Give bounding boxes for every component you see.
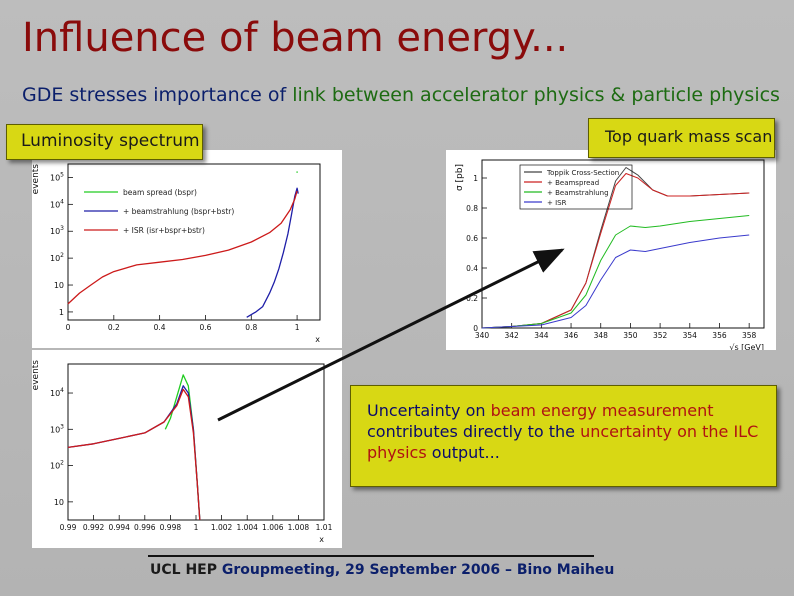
luminosity-spectrum-svg: 0 0.2 0.4 0.6 0.8 1105104103102101eventsxbeam… <box>31 163 321 344</box>
unc-t4: uncertainty on the <box>580 422 729 441</box>
x-tick-label: 340 <box>475 331 490 340</box>
x-tick-label: 1.004 <box>236 523 258 532</box>
x-tick-label: 354 <box>683 331 698 340</box>
plot-frame <box>67 163 321 321</box>
legend-label-2: + ISR (isr+bspr+bstr) <box>123 226 205 235</box>
top-mass-scan-plot: 340 342 344 346 348 350 352 354 356 358 0 0.2 0.4 0.6… <box>446 150 776 352</box>
y-tick-label: 105 <box>50 171 64 182</box>
plot-frame <box>481 159 765 329</box>
x-tick-label: 0.99 <box>60 523 77 532</box>
y-tick-label: 104 <box>50 198 64 209</box>
x-tick-label: 350 <box>623 331 638 340</box>
x-tick-label: 1.002 <box>211 523 233 532</box>
x-tick-label: 348 <box>594 331 609 340</box>
y-axis-label: σ [pb] <box>455 164 465 191</box>
x-tick-label: 0.996 <box>134 523 156 532</box>
unc-t1: Uncertainty on <box>367 401 491 420</box>
x-tick-label: 0.992 <box>83 523 105 532</box>
slide-title: Influence of beam energy... <box>22 15 569 61</box>
luminosity-label: Luminosity spectrum <box>21 131 200 151</box>
uncertainty-text: Uncertainty on beam energy measurement c… <box>367 400 767 463</box>
slide-subtitle: GDE stresses importance of link between … <box>22 84 780 106</box>
x-tick-label: 1.006 <box>262 523 284 532</box>
footer-org: UCL HEP <box>150 562 217 578</box>
x-tick-label: 1.01 <box>316 523 333 532</box>
series-line-1 <box>246 187 299 318</box>
y-tick-label: 0.6 <box>466 234 478 243</box>
x-tick-label: 346 <box>564 331 579 340</box>
y-tick-label: 0.2 <box>466 294 478 303</box>
legend-label-0: Toppik Cross-Section <box>546 169 619 177</box>
y-tick-label: 10 <box>54 281 64 290</box>
x-tick-label: 1.008 <box>288 523 310 532</box>
top-mass-label: Top quark mass scan <box>605 127 773 146</box>
legend-label-3: + ISR <box>547 199 567 207</box>
unc-t6: output... <box>426 443 500 462</box>
x-tick-label: 0.6 <box>199 323 211 332</box>
subtitle-part-a: GDE stresses importance of <box>22 84 293 106</box>
unc-t5: ILC physics <box>367 422 759 462</box>
top-mass-label-box: Top quark mass scan <box>588 118 775 158</box>
y-tick-label: 102 <box>50 252 64 263</box>
luminosity-peak-svg: 0.99 0.992 0.994 0.996 0.998 1 1.002 1.004 1.006… <box>31 360 333 544</box>
x-tick-label: 1 <box>295 323 300 332</box>
unc-t3: contributes directly to the <box>367 422 581 441</box>
series-line-3 <box>481 234 750 329</box>
footer-text: UCL HEP Groupmeeting, 29 September 2006 … <box>150 562 614 578</box>
x-axis-label: x <box>315 335 320 344</box>
series-line-2 <box>67 388 201 521</box>
x-tick-label: 1 <box>194 523 199 532</box>
uncertainty-box: Uncertainty on beam energy measurement c… <box>350 385 777 487</box>
y-tick-label: 103 <box>50 423 64 434</box>
legend-frame <box>519 164 633 210</box>
y-tick-label: 0.8 <box>466 204 478 213</box>
luminosity-label-box: Luminosity spectrum <box>6 124 203 160</box>
subtitle-part-b: link between accelerator physics & parti… <box>292 84 780 106</box>
y-tick-label: 104 <box>50 387 64 398</box>
legend-label-0: beam spread (bspr) <box>123 188 197 197</box>
legend-label-1: + beamstrahlung (bspr+bstr) <box>123 207 234 216</box>
legend-label-1: + Beamspread <box>547 179 599 187</box>
luminosity-spectrum-plot: 0 0.2 0.4 0.6 0.8 1 105 104 103 102 10 1 events x beam… <box>31 150 342 348</box>
x-tick-label: 356 <box>712 331 727 340</box>
x-tick-label: 344 <box>534 331 549 340</box>
y-axis-label: events <box>32 164 41 195</box>
top-mass-scan-svg: 340 342 344 346 348 350 352 354 356 358 0 0.2 0.4 0.6… <box>455 159 765 352</box>
x-tick-label: 0 <box>66 323 71 332</box>
y-tick-label: 0 <box>473 324 478 333</box>
y-tick-label: 1 <box>59 308 64 317</box>
x-tick-label: 352 <box>653 331 668 340</box>
x-tick-label: 0.998 <box>160 523 182 532</box>
x-tick-label: 342 <box>505 331 520 340</box>
footer-rule <box>148 555 594 557</box>
arrow-line <box>217 248 565 422</box>
x-tick-label: 0.994 <box>108 523 130 532</box>
x-tick-label: 358 <box>742 331 757 340</box>
x-tick-label: 0.8 <box>245 323 257 332</box>
series-line-2 <box>67 190 298 305</box>
x-tick-label: 0.4 <box>154 323 166 332</box>
footer-event: Groupmeeting, 29 September 2006 – Bino M… <box>216 562 615 578</box>
unc-t2: beam energy measurement <box>490 401 714 420</box>
x-tick-label: 0.2 <box>108 323 120 332</box>
y-tick-label: 102 <box>50 460 64 471</box>
y-axis-label: events <box>32 360 41 391</box>
x-axis-label: √s [GeV] <box>729 343 764 350</box>
series-line-2 <box>481 215 750 329</box>
x-axis-label: x <box>319 535 324 544</box>
legend-label-2: + Beamstrahlung <box>547 189 609 197</box>
y-tick-label: 1 <box>473 174 478 183</box>
y-tick-label: 10 <box>54 498 64 507</box>
y-tick-label: 0.4 <box>466 264 478 273</box>
y-tick-label: 103 <box>50 225 64 236</box>
